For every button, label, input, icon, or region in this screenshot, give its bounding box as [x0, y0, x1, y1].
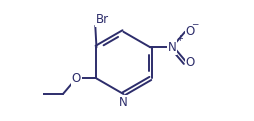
Text: N: N: [119, 96, 128, 109]
Text: Br: Br: [96, 13, 109, 26]
Text: N: N: [167, 41, 176, 54]
Text: O: O: [186, 25, 195, 38]
Text: +: +: [177, 34, 183, 43]
Text: −: −: [191, 19, 199, 28]
Text: O: O: [72, 72, 81, 85]
Text: O: O: [186, 56, 195, 69]
